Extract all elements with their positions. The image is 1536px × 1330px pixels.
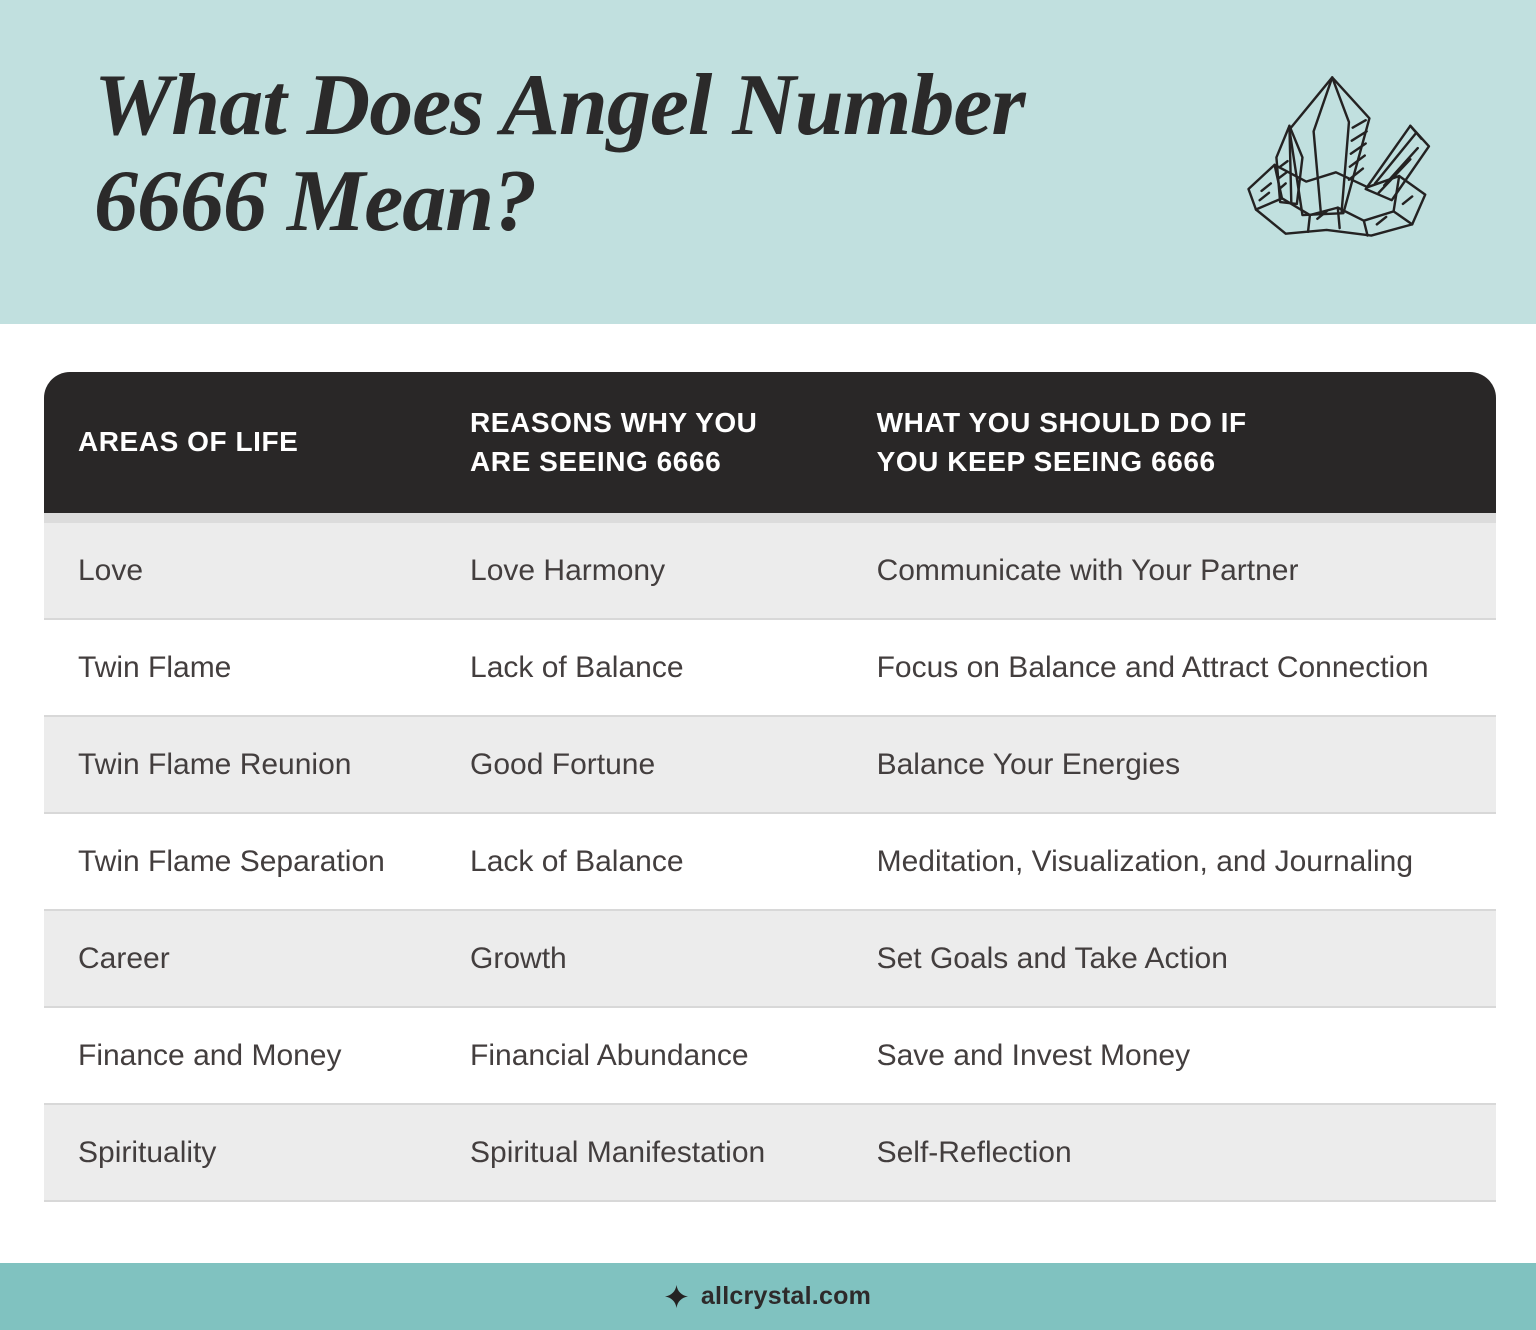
cell-area: Finance and Money bbox=[78, 1038, 342, 1072]
cell-action: Set Goals and Take Action bbox=[876, 941, 1228, 975]
table-row-career: Career Growth Set Goals and Take Action bbox=[44, 911, 1496, 1008]
table-row-twin-flame-separation: Twin Flame Separation Lack of Balance Me… bbox=[44, 814, 1496, 911]
cell-reason: Lack of Balance bbox=[470, 844, 684, 878]
cell-action: Save and Invest Money bbox=[876, 1038, 1191, 1072]
footer: allcrystal.com bbox=[0, 1263, 1536, 1330]
cell-area: Twin Flame bbox=[78, 650, 232, 684]
cell-area: Love bbox=[78, 553, 144, 587]
cell-action: Balance Your Energies bbox=[876, 747, 1181, 781]
hero-banner: What Does Angel Number 6666 Mean? bbox=[0, 0, 1536, 324]
table-header-row: AREAS OF LIFE REASONS WHY YOU ARE SEEING… bbox=[44, 372, 1496, 513]
table-row-love: Love Love Harmony Communicate with Your … bbox=[44, 523, 1496, 620]
table-row-twin-flame-reunion: Twin Flame Reunion Good Fortune Balance … bbox=[44, 717, 1496, 814]
title-line-1: What Does Angel Number bbox=[94, 57, 1026, 154]
header-shadow-strip bbox=[44, 513, 1496, 523]
crystal-cluster-icon bbox=[1247, 76, 1431, 237]
table-row-spirituality: Spirituality Spiritual Manifestation Sel… bbox=[44, 1105, 1496, 1202]
cell-area: Spirituality bbox=[78, 1135, 217, 1169]
header-line: ARE SEEING 6666 bbox=[470, 445, 722, 477]
cell-reason: Love Harmony bbox=[470, 553, 666, 587]
cell-action: Self-Reflection bbox=[876, 1135, 1072, 1169]
header-line: AREAS OF LIFE bbox=[78, 426, 299, 458]
header-line: YOU KEEP SEEING 6666 bbox=[876, 445, 1216, 477]
cell-area: Twin Flame Reunion bbox=[78, 747, 352, 781]
table-row-finance-and-money: Finance and Money Financial Abundance Sa… bbox=[44, 1008, 1496, 1105]
title-line-2: 6666 Mean? bbox=[94, 152, 537, 250]
cell-area: Twin Flame Separation bbox=[78, 844, 385, 878]
column-header-what-to-do: WHAT YOU SHOULD DO IF YOU KEEP SEEING 66… bbox=[843, 404, 1496, 481]
cell-reason: Good Fortune bbox=[470, 747, 656, 781]
angel-number-table: AREAS OF LIFE REASONS WHY YOU ARE SEEING… bbox=[44, 372, 1496, 1202]
cell-reason: Spiritual Manifestation bbox=[470, 1135, 766, 1169]
cell-action: Communicate with Your Partner bbox=[876, 553, 1299, 587]
column-header-areas-of-life: AREAS OF LIFE bbox=[44, 423, 436, 462]
content-area: AREAS OF LIFE REASONS WHY YOU ARE SEEING… bbox=[0, 372, 1536, 1311]
cell-reason: Financial Abundance bbox=[470, 1038, 749, 1072]
sparkle-icon bbox=[664, 1285, 688, 1308]
cell-action: Meditation, Visualization, and Journalin… bbox=[876, 844, 1414, 878]
header-line: REASONS WHY YOU bbox=[470, 406, 758, 438]
header-line: WHAT YOU SHOULD DO IF bbox=[876, 406, 1247, 438]
page-title: What Does Angel Number 6666 Mean? bbox=[94, 57, 1026, 250]
site-url: allcrystal.com bbox=[700, 1282, 872, 1310]
column-header-reasons: REASONS WHY YOU ARE SEEING 6666 bbox=[436, 404, 843, 481]
cell-reason: Growth bbox=[470, 941, 567, 975]
cell-action: Focus on Balance and Attract Connection bbox=[876, 650, 1429, 684]
cell-reason: Lack of Balance bbox=[470, 650, 684, 684]
table-row-twin-flame: Twin Flame Lack of Balance Focus on Bala… bbox=[44, 620, 1496, 717]
cell-area: Career bbox=[78, 941, 170, 975]
